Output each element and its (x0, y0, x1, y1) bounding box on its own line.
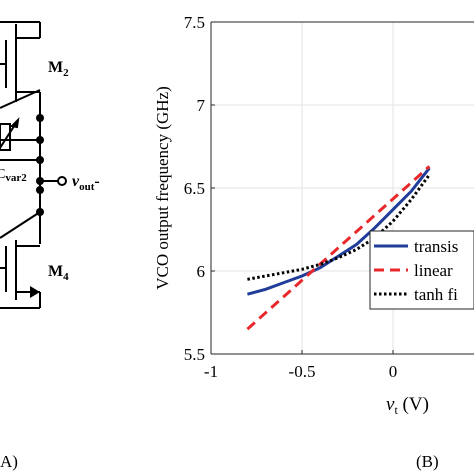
x-tick-label: -1 (204, 362, 218, 381)
legend-label: linear (414, 261, 453, 280)
y-tick-label: 6.5 (184, 179, 205, 198)
legend: transis linear tanh fi (369, 230, 474, 310)
y-tick-label: 7.5 (184, 13, 205, 32)
y-tick-label: 6 (197, 262, 206, 281)
cvar2-label: Cvar2 (0, 167, 27, 184)
circuit-schematic (0, 21, 67, 309)
legend-label: tanh fi (414, 285, 458, 304)
m4-label: M4 (48, 263, 69, 283)
y-axis-label: VCO output frequency (GHz) (153, 86, 172, 289)
series-line-transis (247, 167, 431, 296)
tick-labels: 5.566.577.5-1-0.500 (184, 13, 398, 381)
panel-a-label: A) (0, 452, 18, 471)
x-tick-label: -0.5 (289, 362, 316, 381)
series-line-tanh-fi (247, 173, 431, 281)
y-tick-label: 7 (197, 96, 206, 115)
y-tick-label: 5.5 (184, 345, 205, 364)
panel-b-label: (B) (416, 452, 439, 471)
legend-label: transis (414, 237, 458, 256)
vout-label: vout- (72, 173, 100, 193)
legend-box (369, 230, 474, 310)
axes (210, 21, 474, 355)
x-axis-label: vt (V) (386, 394, 429, 417)
m2-label: M2 (48, 59, 69, 79)
x-tick-label: 0 (389, 362, 398, 381)
series-line-linear (246, 165, 431, 331)
series-group (246, 165, 431, 331)
